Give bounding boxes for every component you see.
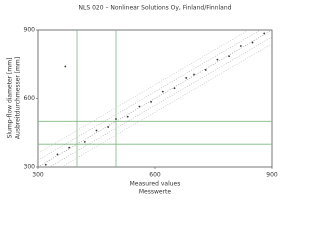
point	[161, 90, 164, 93]
point	[239, 45, 242, 47]
point	[228, 55, 231, 58]
y-tick-label: 300	[24, 164, 36, 171]
point	[83, 140, 86, 143]
point	[251, 41, 254, 44]
point	[185, 77, 188, 79]
point	[126, 115, 129, 118]
point	[107, 126, 110, 128]
point	[204, 69, 207, 71]
x-tick-label: 300	[32, 172, 44, 179]
x-tick-label: 900	[266, 172, 278, 179]
point	[193, 73, 195, 76]
chart: NLS 020 – Nonlinear Solutions Oy, Finlan…	[7, 5, 278, 196]
point	[173, 87, 176, 90]
band-line	[38, 30, 261, 161]
band-line	[38, 30, 272, 167]
point	[68, 146, 71, 149]
band-line	[60, 43, 272, 167]
x-tick-label: 600	[149, 172, 161, 179]
y-axis-label: Slump-flow diameter [mm]	[7, 58, 14, 139]
y-tick-label: 600	[24, 95, 36, 102]
point	[95, 129, 98, 132]
y-axis-label: Ausbreitdurchmesser [mm]	[15, 57, 22, 139]
band-line	[49, 36, 272, 167]
x-axis-label: Messwerte	[139, 189, 172, 196]
point	[64, 65, 67, 68]
point	[138, 105, 141, 108]
lines	[38, 30, 272, 167]
chart-title: NLS 020 – Nonlinear Solutions Oy, Finlan…	[79, 5, 232, 12]
point	[44, 163, 47, 166]
point	[263, 32, 266, 35]
point	[216, 58, 219, 61]
point	[115, 118, 117, 120]
point	[150, 101, 153, 103]
band-line	[38, 30, 250, 154]
y-tick-label: 900	[24, 27, 36, 34]
x-axis-label: Measured values	[130, 181, 181, 188]
point	[56, 153, 59, 156]
